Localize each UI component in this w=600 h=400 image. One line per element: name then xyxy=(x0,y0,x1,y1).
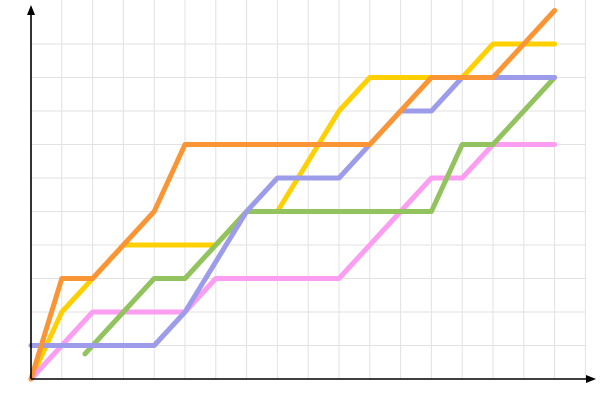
x-axis-arrow-icon xyxy=(586,375,596,383)
series-group xyxy=(28,8,558,382)
axes xyxy=(27,5,596,383)
purple-line xyxy=(28,75,558,348)
green-line xyxy=(82,75,558,357)
orange-line xyxy=(28,8,558,382)
y-axis-arrow-icon xyxy=(27,5,35,15)
